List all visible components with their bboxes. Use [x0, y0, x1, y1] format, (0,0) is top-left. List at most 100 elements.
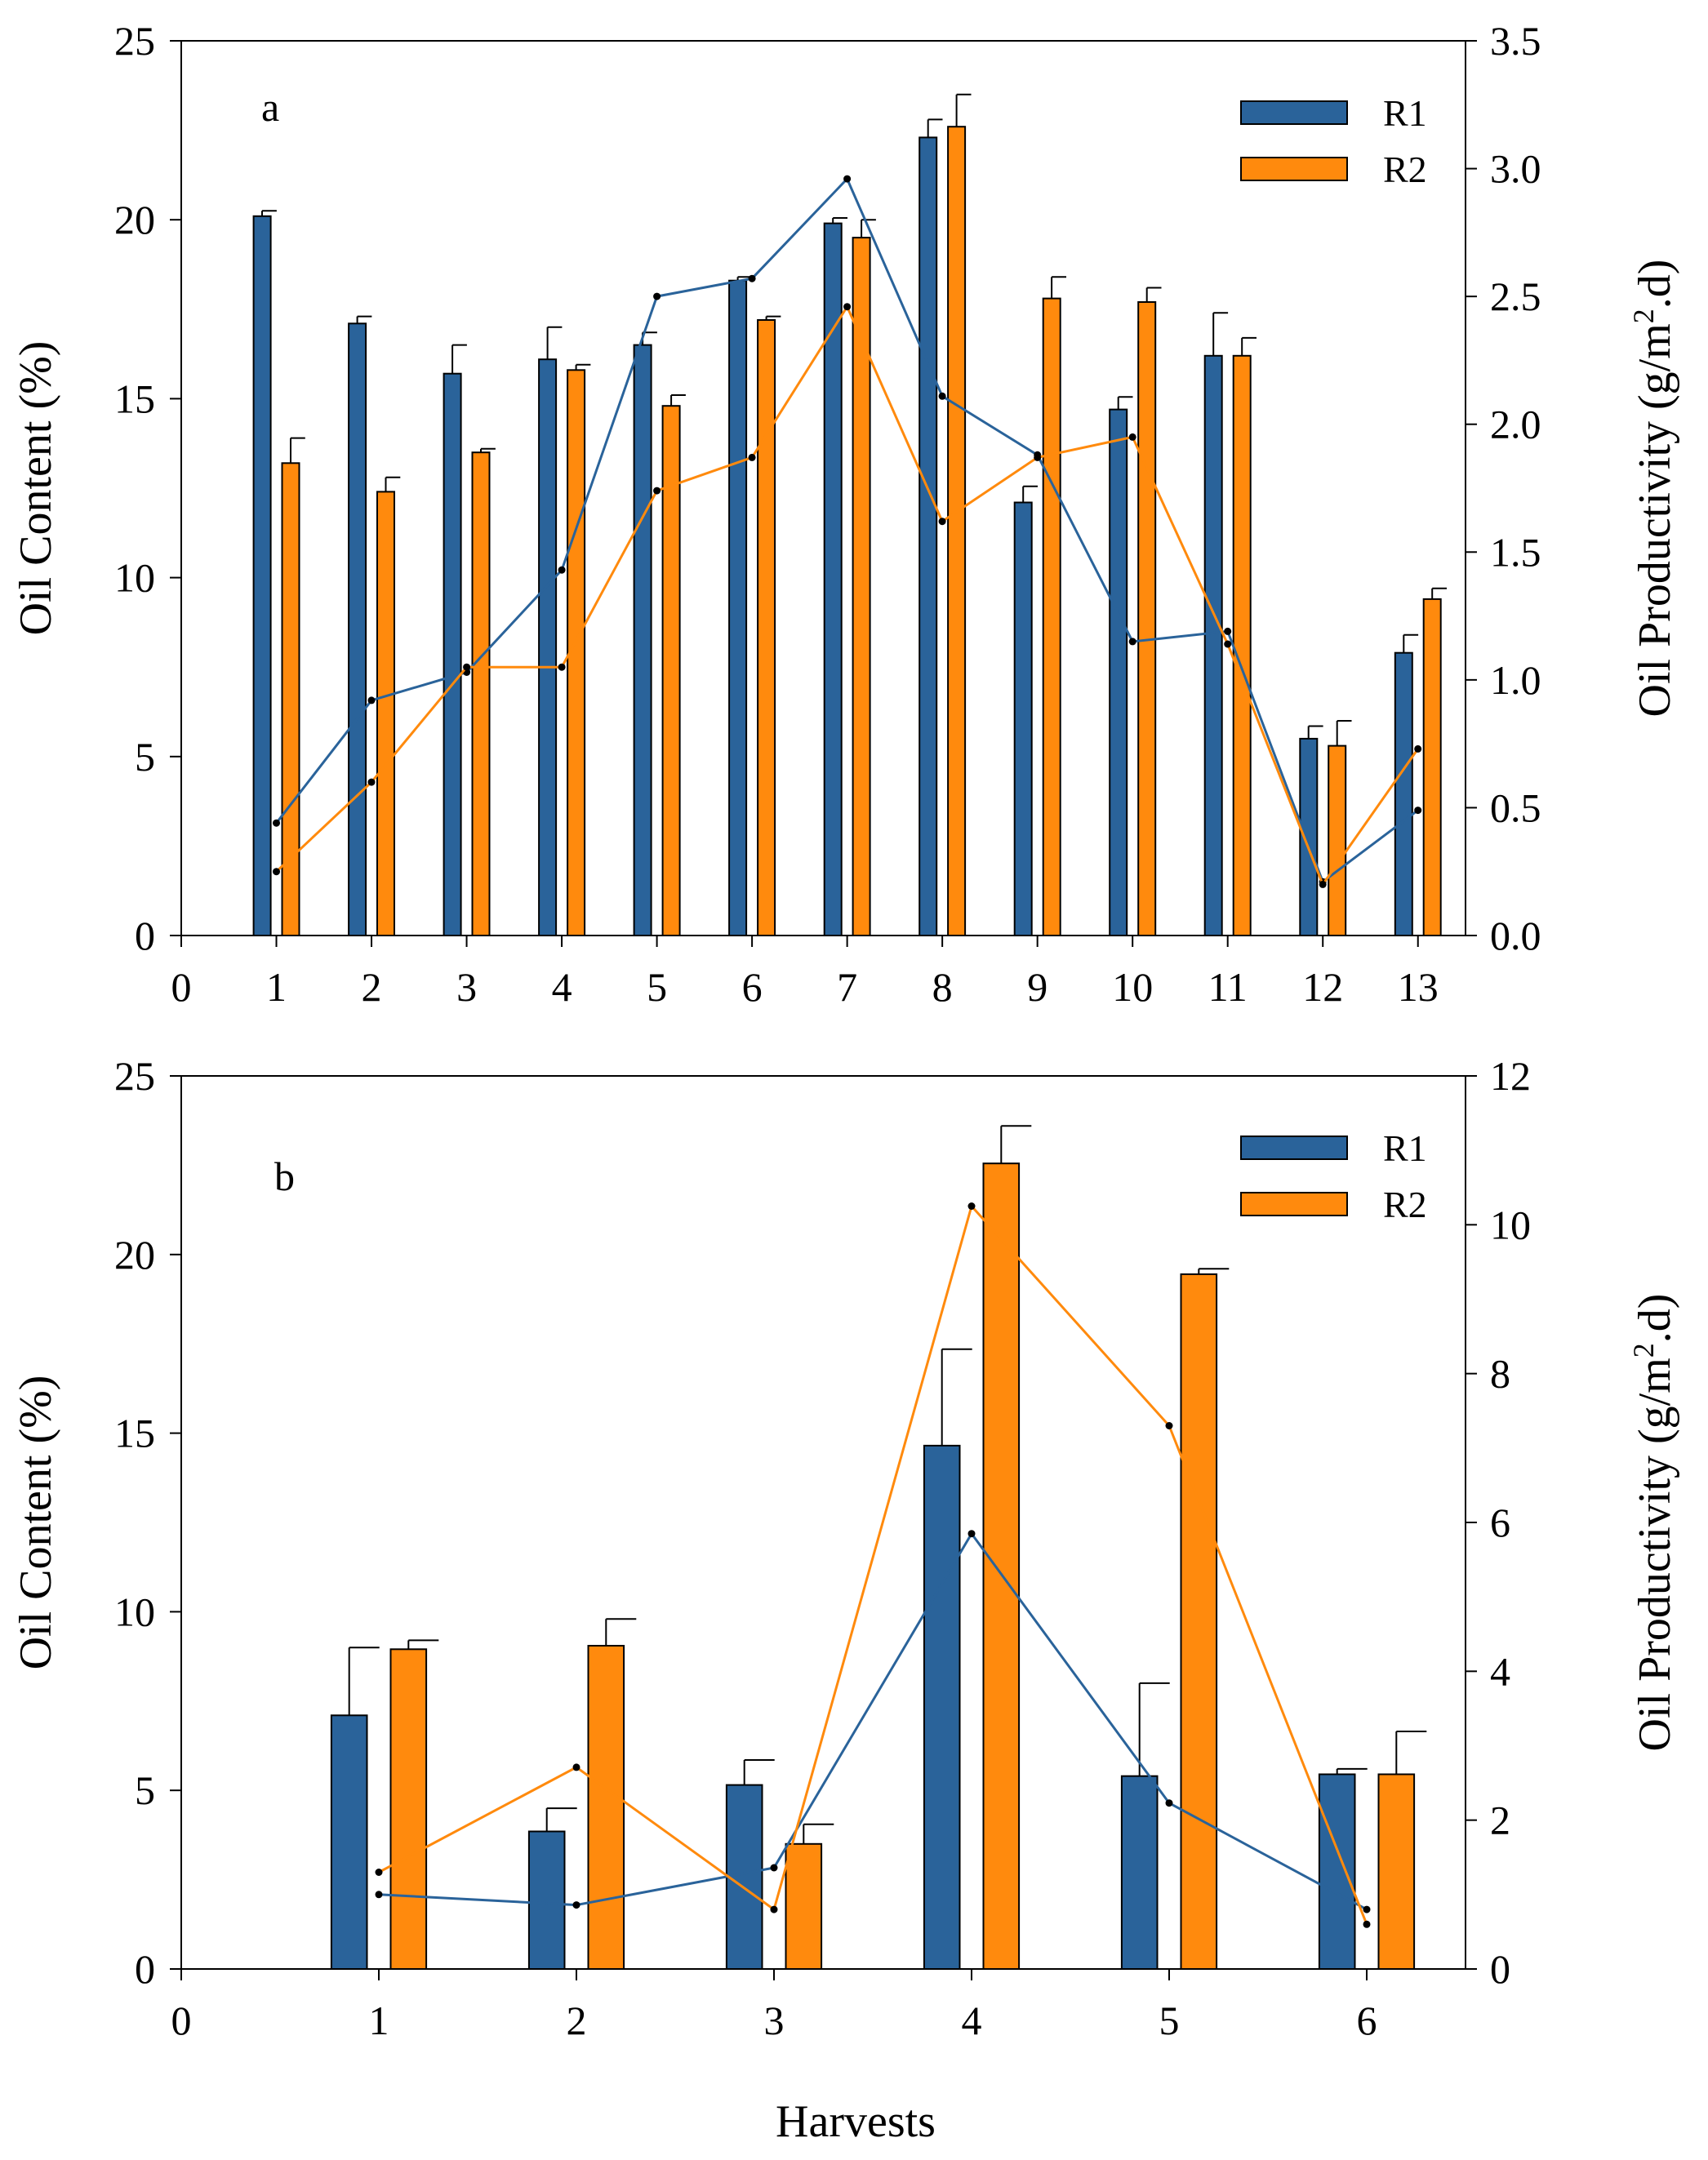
x-tick-label-9: 9 — [1027, 964, 1047, 1010]
y-tick-label-25: 25 — [114, 1053, 155, 1099]
bar-r2-4 — [982, 1162, 1021, 1970]
bar-r2-13 — [1422, 598, 1442, 937]
point-r2-productivity-6 — [748, 453, 756, 461]
y2-tick-label-0: 0.0 — [1490, 913, 1541, 958]
y2-tick-label-3: 3.0 — [1490, 146, 1541, 192]
legend-swatch-r2 — [1240, 157, 1348, 181]
point-r1-productivity-11 — [1224, 627, 1232, 635]
y-tick-label-15: 15 — [114, 376, 155, 421]
legend-label-r2: R2 — [1383, 1184, 1427, 1225]
series-r2-bars — [389, 1125, 1427, 1971]
y2-tick-label-12: 12 — [1490, 1053, 1531, 1099]
point-r1-productivity-2 — [367, 696, 376, 704]
y2-axis-title-base: Oil Productivity (g/m — [1630, 1358, 1680, 1751]
bar-r1-2 — [348, 322, 367, 936]
bar-r1-6 — [728, 279, 748, 936]
point-r2-productivity-11 — [1224, 640, 1232, 648]
x-tick-label-6: 6 — [1357, 1998, 1377, 2043]
point-r1-productivity-6 — [748, 274, 756, 282]
bar-r2-2 — [376, 491, 395, 936]
bar-r1-1 — [252, 215, 272, 936]
y2-axis-title: Oil Productivity (g/m2.d) — [1627, 260, 1680, 718]
y2-axis-title: Oil Productivity (g/m2.d) — [1627, 1294, 1680, 1752]
y2-axis-title-tail: .d) — [1630, 1294, 1680, 1344]
panel-letter: a — [261, 84, 279, 130]
y-tick-label-0: 0 — [135, 1946, 155, 1992]
y2-axis-title-tail: .d) — [1630, 260, 1680, 309]
bar-r1-1 — [330, 1714, 368, 1971]
series-r2-productivity — [273, 303, 1422, 888]
x-tick-label-6: 6 — [742, 964, 763, 1010]
y2-axis-title-superscript: 2 — [1627, 1343, 1660, 1358]
bar-r1-5 — [1120, 1775, 1159, 1970]
bar-r2-8 — [947, 126, 967, 936]
legend-swatch-r1 — [1240, 1136, 1348, 1160]
series-r1-productivity — [273, 175, 1422, 886]
point-r2-productivity-5 — [653, 487, 661, 495]
panel-letter: b — [274, 1153, 295, 1199]
series-r1-productivity — [375, 1530, 1371, 1913]
point-r2-productivity-3 — [463, 663, 471, 671]
point-r2-productivity-9 — [1034, 453, 1042, 461]
y-tick-label-0: 0 — [135, 913, 155, 958]
y2-tick-label-0: 0 — [1490, 1946, 1510, 1992]
y2-tick-label-2: 2 — [1490, 1798, 1510, 1843]
x-tick-label-3: 3 — [764, 1998, 785, 2043]
bar-r1-4 — [923, 1444, 961, 1970]
bar-r2-12 — [1328, 744, 1347, 936]
point-r1-productivity-2 — [572, 1901, 580, 1909]
x-axis-title: Harvests — [776, 2096, 936, 2147]
series-r1-bars — [330, 1348, 1368, 1971]
bar-r2-11 — [1232, 354, 1252, 936]
point-r1-productivity-6 — [1363, 1905, 1371, 1913]
point-r2-productivity-5 — [1165, 1422, 1173, 1429]
bar-r1-9 — [1013, 501, 1033, 936]
bar-r1-6 — [1318, 1773, 1356, 1970]
x-tick-label-2: 2 — [567, 1998, 587, 2043]
point-r1-productivity-1 — [273, 819, 280, 827]
y2-tick-label-6: 6 — [1490, 1500, 1510, 1545]
x-tick-label-4: 4 — [552, 964, 572, 1010]
y2-tick-label-4: 4 — [1490, 1648, 1510, 1694]
x-tick-label-12: 12 — [1302, 964, 1343, 1010]
panel-a: 0 1 2 3 4 5 6 7 8 9 10 11 12 1305101520250.00.51.01.5… — [11, 18, 1680, 1010]
point-r1-productivity-1 — [375, 1891, 383, 1899]
point-r2-productivity-6 — [1363, 1920, 1371, 1928]
bar-r1-2 — [527, 1830, 566, 1970]
point-r2-productivity-7 — [843, 303, 852, 311]
series-r2-productivity — [375, 1202, 1371, 1928]
bar-r2-10 — [1137, 301, 1157, 936]
point-r2-productivity-2 — [572, 1763, 580, 1771]
x-tick-label-11: 11 — [1208, 964, 1248, 1010]
point-r2-productivity-1 — [273, 868, 280, 876]
x-tick-label-13: 13 — [1398, 964, 1439, 1010]
point-r2-productivity-3 — [770, 1905, 778, 1913]
y-tick-label-5: 5 — [135, 734, 155, 780]
point-r2-productivity-2 — [367, 778, 376, 786]
point-r1-productivity-13 — [1414, 807, 1422, 815]
point-r2-productivity-13 — [1414, 744, 1422, 753]
x-tick-label-2: 2 — [362, 964, 382, 1010]
y2-tick-label-3-5: 3.5 — [1490, 18, 1541, 64]
y2-tick-label-1-5: 1.5 — [1490, 529, 1541, 575]
y2-tick-label-8: 8 — [1490, 1351, 1510, 1397]
x-tick-label-1: 1 — [369, 1998, 389, 2043]
y2-tick-label-2: 2.0 — [1490, 402, 1541, 447]
legend-swatch-r2 — [1240, 1192, 1348, 1216]
point-r1-productivity-8 — [938, 392, 946, 400]
y-tick-label-5: 5 — [135, 1767, 155, 1813]
point-r2-productivity-1 — [375, 1869, 383, 1876]
y2-tick-label-10: 10 — [1490, 1202, 1531, 1247]
y-tick-label-10: 10 — [114, 1589, 155, 1634]
point-r2-productivity-4 — [558, 663, 566, 671]
point-r1-productivity-4 — [967, 1530, 976, 1538]
point-r1-productivity-3 — [770, 1864, 778, 1872]
x-tick-label-0: 0 — [171, 964, 192, 1010]
point-r2-productivity-4 — [967, 1202, 976, 1210]
legend-label-r1: R1 — [1383, 92, 1427, 134]
bar-r1-11 — [1203, 354, 1223, 936]
bar-r1-5 — [633, 344, 652, 937]
